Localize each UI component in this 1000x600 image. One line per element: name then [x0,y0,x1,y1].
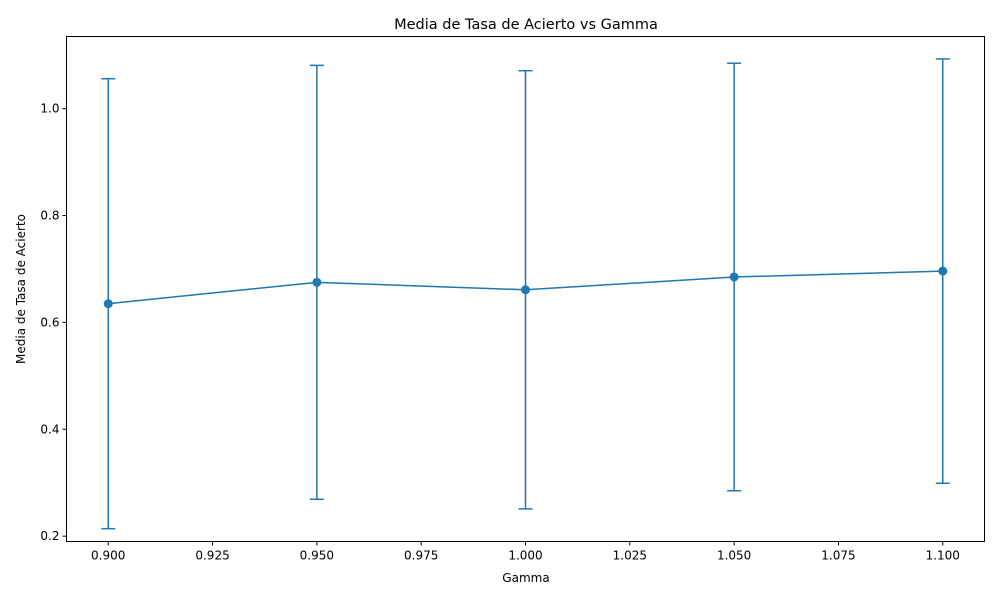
y-tick-label: 0.8 [40,209,59,223]
x-tick-label: 0.950 [300,549,334,563]
y-tick-label: 0.6 [40,315,59,329]
x-tick-label: 1.075 [821,549,855,563]
y-tick-label: 0.2 [40,529,59,543]
y-axis-label: Media de Tasa de Acierto [14,214,28,364]
plot-area [101,58,950,530]
x-tick-label: 0.900 [91,549,125,563]
data-point [938,266,948,276]
x-tick-label: 1.100 [926,549,960,563]
chart-title: Media de Tasa de Acierto vs Gamma [394,17,658,33]
x-tick-label: 1.000 [508,549,542,563]
y-axis: 0.2 0.4 0.6 0.8 1.0 [40,102,67,543]
x-tick-label: 0.975 [404,549,438,563]
data-point [521,285,530,295]
data-point [103,299,113,309]
y-tick-label: 1.0 [40,102,59,116]
x-axis: 0.900 0.925 0.950 0.975 1.000 1.025 1.050 1.075… [91,541,960,563]
x-tick-label: 0.925 [195,549,229,563]
data-point [729,272,739,282]
x-axis-label: Gamma [502,571,549,585]
y-tick-label: 0.4 [40,422,59,436]
x-tick-label: 1.025 [613,549,647,563]
data-point [312,277,322,287]
x-tick-label: 1.050 [717,549,751,563]
